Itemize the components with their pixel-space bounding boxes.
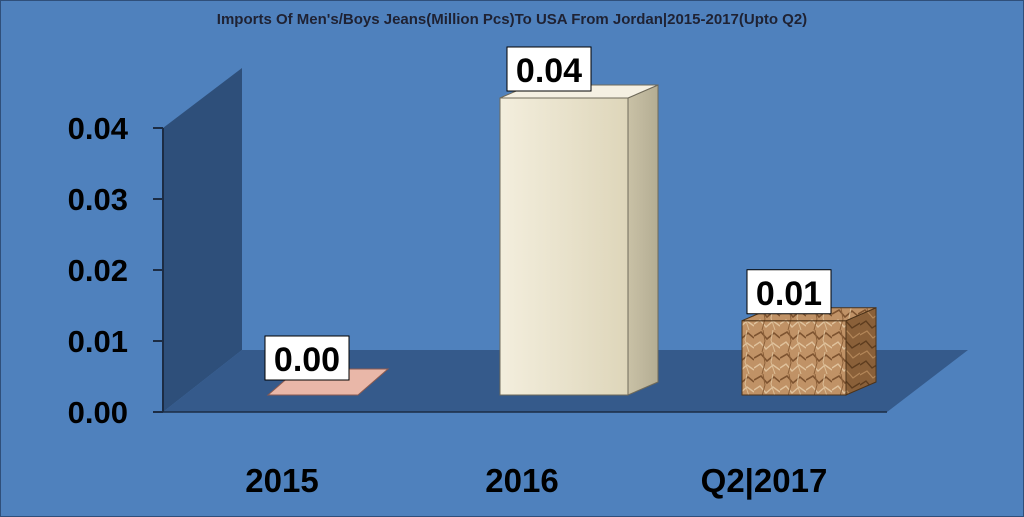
data-label-box — [506, 46, 592, 92]
y-tick-label: 0.01 — [68, 324, 128, 359]
bar-side-face — [627, 84, 659, 396]
bar-2016 — [499, 84, 659, 396]
y-tick-label: 0.02 — [68, 253, 128, 288]
bar-side-face — [845, 306, 877, 396]
y-tick-label: 0.00 — [68, 395, 128, 430]
data-label-text: 0.01 — [756, 275, 822, 313]
y-tick-marks — [153, 127, 163, 413]
y-tick-labels: 0.00 0.01 0.02 0.03 0.04 — [68, 111, 129, 430]
x-category-label: Q2|2017 — [701, 462, 828, 499]
data-label-text: 0.04 — [516, 52, 582, 90]
data-label-box — [264, 335, 350, 381]
data-label: 0.04 — [506, 46, 592, 92]
y-tick-label: 0.04 — [68, 111, 129, 146]
x-category-label: 2015 — [245, 462, 318, 499]
y-tick-label: 0.03 — [68, 182, 128, 217]
bar-front-face — [499, 97, 629, 396]
bar-front-face — [741, 320, 847, 396]
chart-title: Imports Of Men's/Boys Jeans(Million Pcs)… — [217, 11, 807, 28]
back-wall — [163, 68, 242, 412]
bar-q2-2017 — [741, 306, 877, 396]
data-label: 0.01 — [746, 269, 832, 315]
data-label-box — [746, 269, 832, 315]
data-label-text: 0.00 — [274, 341, 340, 379]
x-category-label: 2016 — [485, 462, 558, 499]
data-label: 0.00 — [264, 335, 350, 381]
